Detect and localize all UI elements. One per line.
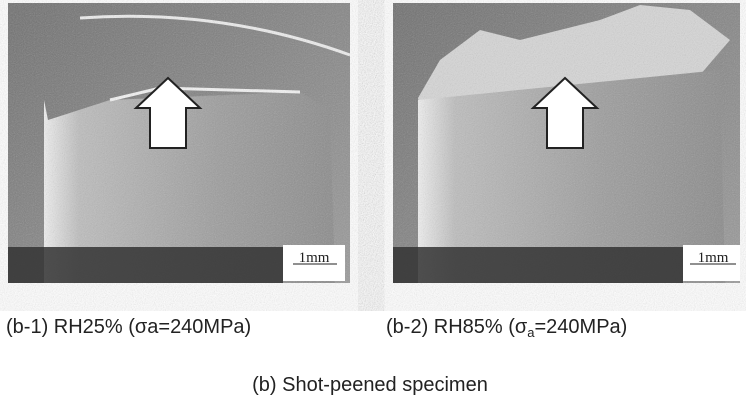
panel-caption: (b-2) RH85% (σa=240MPa) <box>386 316 627 340</box>
panel-caption: (b-1) RH25% (σa=240MPa) <box>6 316 251 338</box>
scale-label: 1mm <box>299 250 330 266</box>
micrograph-2: 1mm <box>393 3 740 283</box>
figure: 1mm 1mm (b-1) RH25% (σa=240MPa) (b-2) RH… <box>0 0 746 408</box>
scale-label: 1mm <box>698 250 729 266</box>
caption-part: (b-2) RH85% (σ <box>386 316 528 338</box>
micrograph-1: 1mm <box>8 3 350 283</box>
figure-caption: (b) Shot-peened specimen <box>252 374 488 396</box>
caption-part: =240MPa) <box>535 316 628 338</box>
